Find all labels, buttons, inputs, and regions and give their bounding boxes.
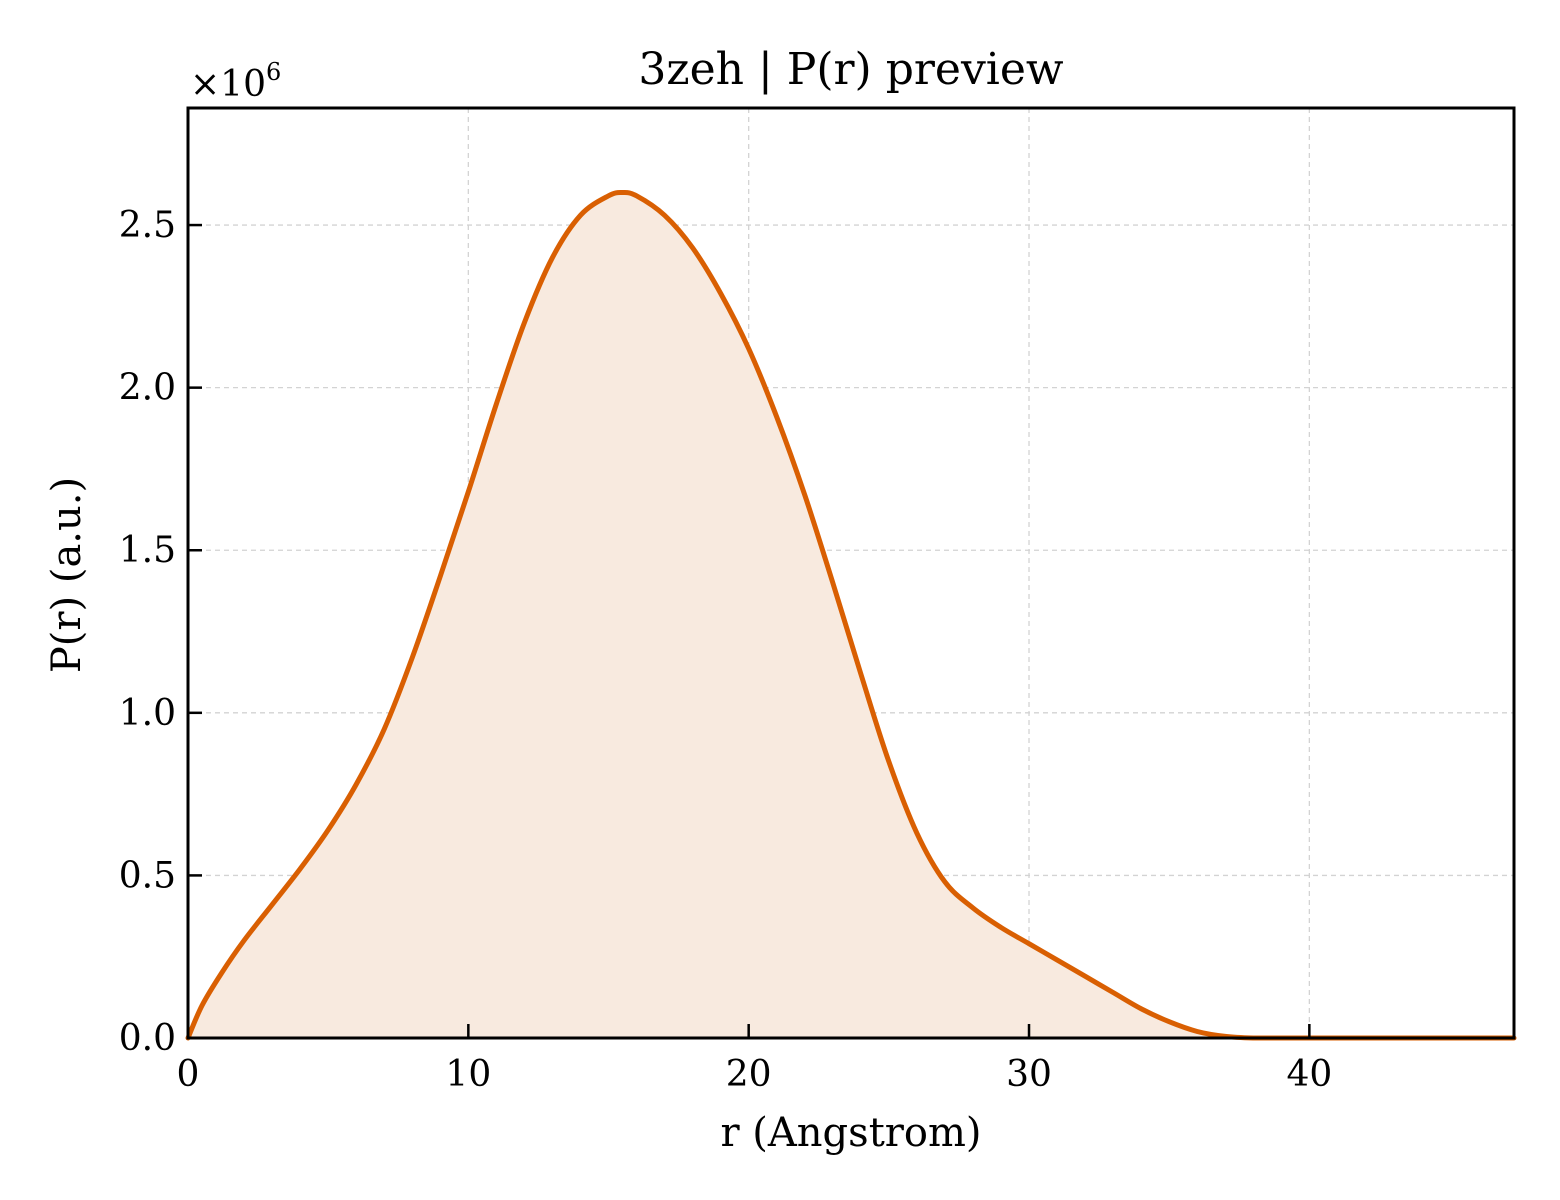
y-tick-label: 2.5 [119, 205, 176, 246]
area-fill [188, 192, 1514, 1038]
x-tick-label: 0 [177, 1054, 200, 1095]
y-multiplier-exponent: 6 [266, 58, 281, 86]
y-tick-label: 2.0 [119, 368, 176, 409]
x-tick-label: 20 [726, 1054, 772, 1095]
y-tick-label: 1.5 [119, 530, 176, 571]
y-multiplier: ×106 [190, 58, 281, 105]
axis-ticks: 0 10 20 30 40 0.0 0.5 1.0 1.5 2.0 2.5 [119, 205, 1333, 1095]
y-tick-label: 0.5 [119, 855, 176, 896]
x-axis-label: r (Angstrom) [720, 1110, 981, 1156]
x-tick-label: 10 [445, 1054, 491, 1095]
y-axis-label: P(r) (a.u.) [44, 477, 90, 673]
plot-frame [186, 106, 1516, 1040]
x-tick-label: 30 [1006, 1054, 1052, 1095]
y-tick-label: 0.0 [119, 1018, 176, 1059]
x-tick-label: 40 [1286, 1054, 1332, 1095]
chart-title: 3zeh | P(r) preview [638, 44, 1064, 95]
y-tick-label: 1.0 [119, 693, 176, 734]
y-multiplier-base: ×10 [190, 64, 266, 105]
